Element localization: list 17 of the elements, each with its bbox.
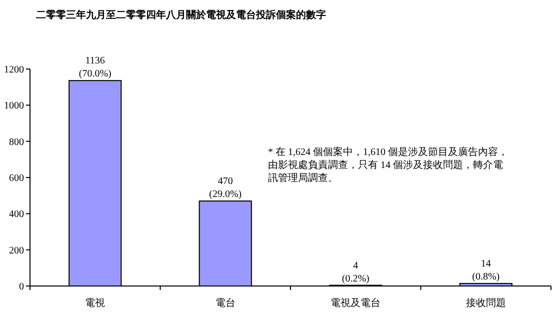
y-tick-label: 800 xyxy=(9,136,24,148)
y-tick-label: 200 xyxy=(9,245,24,256)
x-tick-label: 電視及電台 xyxy=(330,297,381,309)
data-label: 4 (0.2%) xyxy=(342,260,370,284)
y-tick-label: 0 xyxy=(19,282,24,292)
x-tick-label: 電視 xyxy=(85,297,106,309)
annotation: * 在 1,624 個個案中，1,610 個是涉及節目及廣告內容，由影視處負責調查，只有 14 個涉及接收問題，轉介電訊管理局調查。 xyxy=(268,146,508,185)
data-label: 14 (0.8%) xyxy=(472,258,500,282)
x-tick-label: 電台 xyxy=(215,297,236,309)
data-label: 470 (29.0%) xyxy=(209,176,242,200)
chart-title: 二零零三年九月至二零零四年八月關於電視及電台投訴個案的數字 xyxy=(36,9,326,21)
data-label: 1136 (70.0%) xyxy=(78,56,112,80)
y-tick-label: 1000 xyxy=(4,100,24,112)
x-tick-label: 接收問題 xyxy=(466,297,506,309)
y-tick-label: 600 xyxy=(9,173,24,184)
y-tick-label: 1200 xyxy=(4,64,24,76)
y-tick-label: 400 xyxy=(9,209,24,220)
